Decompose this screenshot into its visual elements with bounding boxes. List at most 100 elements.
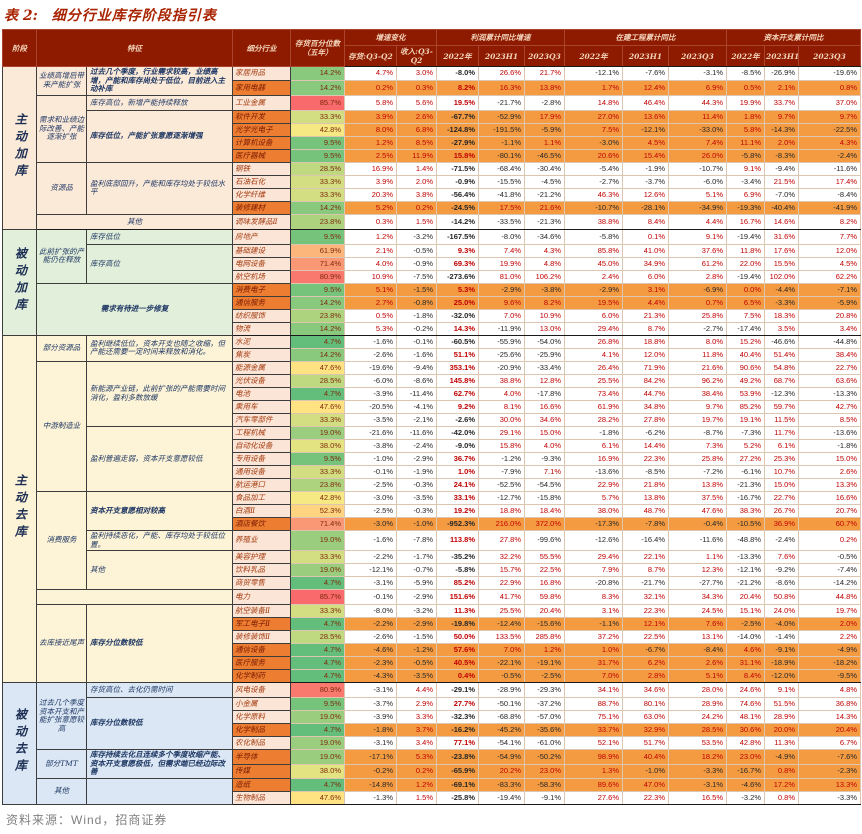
value-cell: 62.7% [436, 386, 479, 401]
value-cell: 88.7% [564, 697, 623, 712]
value-cell: -2.2% [344, 550, 397, 565]
industry-cell: 医疗器械 [232, 148, 291, 163]
value-cell: -16.2% [436, 723, 479, 738]
value-cell: 29.1% [478, 425, 525, 440]
value-cell: 12.8% [524, 373, 565, 388]
percentile-cell: 4.7% [290, 643, 345, 658]
value-cell: -4.9% [798, 643, 861, 658]
feature-group-cell: 需求和业绩边际改善、产能逐渐扩张 [36, 94, 87, 163]
value-cell: -6.1% [726, 464, 765, 479]
value-cell: -0.7% [396, 563, 437, 578]
value-cell: -28.9% [478, 682, 525, 699]
value-cell: 75.1% [564, 710, 623, 725]
percentile-cell: 85.7% [290, 589, 345, 606]
percentile-cell: 4.7% [290, 656, 345, 671]
table-row: 化学原料 19.0% -3.9% 3.3% -32.3% -68.8% -57.0% 75.1… [3, 710, 861, 725]
value-cell: -6.2% [622, 425, 669, 440]
value-cell: 9.3% [436, 243, 479, 258]
table-row: 主动去库 部分资源品 盈利继续低位，资本开支也随之收缩，但产能还需要一定时间来释放和… [2, 334, 861, 684]
value-cell: 20.4% [524, 604, 565, 619]
industry-cell: 医疗服务 [232, 656, 291, 671]
value-cell: -2.7% [668, 321, 727, 336]
value-cell: -2.9% [396, 589, 437, 606]
value-cell: -3.1% [668, 65, 727, 82]
header-stage: 阶段 [2, 29, 37, 67]
value-cell: 34.6% [524, 412, 565, 427]
value-cell: 34.8% [622, 399, 669, 414]
value-cell: 28.5% [668, 723, 727, 738]
table-row: 装修装饰Ⅱ 28.5% -2.6% -1.5% 50.0% 133.5% 285.8% 37.… [3, 630, 861, 645]
value-cell: -46.6% [764, 334, 799, 349]
value-cell: 5.6% [396, 94, 437, 111]
value-cell: 19.9% [726, 94, 765, 111]
value-cell: -3.9% [344, 710, 397, 725]
value-cell: 13.1% [668, 630, 727, 645]
value-cell: 46.3% [564, 187, 623, 202]
value-cell: -3.0% [344, 516, 397, 531]
value-cell: -34.9% [668, 200, 727, 215]
value-cell: 31.7% [564, 656, 623, 671]
value-cell: 37.2% [564, 630, 623, 645]
value-cell: 59.7% [764, 399, 799, 414]
value-cell: -45.2% [478, 723, 525, 738]
value-cell: -4.9% [764, 749, 799, 765]
value-cell: -1.6% [396, 347, 437, 362]
value-cell: 22.7% [764, 490, 799, 505]
table-row: 白酒Ⅱ 52.3% -2.5% -0.3% 19.2% 18.8% 18.4% 38.0% 48… [3, 503, 861, 518]
value-cell: -19.4% [726, 269, 765, 284]
value-cell: 24.6% [726, 682, 765, 699]
value-cell: 133.5% [478, 630, 525, 645]
value-cell: 9.1% [726, 161, 765, 176]
value-cell: -15.6% [524, 617, 565, 632]
value-cell: -1.8% [564, 425, 623, 440]
value-cell: -25.6% [478, 347, 525, 362]
value-cell: 3.1% [564, 604, 623, 619]
stage-cell: 主动去库 [2, 334, 37, 684]
feature-merged-cell: 其他 [36, 213, 233, 230]
industry-cell: 消费电子 [232, 282, 291, 297]
industry-cell: 汽车零部件 [232, 412, 291, 427]
value-cell: 77.1% [436, 736, 479, 751]
feature-desc-cell: 库存分位数较低 [86, 604, 233, 684]
percentile-cell: 47.6% [290, 360, 345, 375]
value-cell: -44.8% [798, 334, 861, 349]
value-cell: 372.0% [524, 516, 565, 531]
value-cell: -71.5% [436, 161, 479, 176]
value-cell: 30.6% [726, 723, 765, 738]
table-row: 去库接近尾声 库存分位数较低 航空装备Ⅱ 33.3% -8.0% -3.2% 11.3% 25… [3, 604, 861, 684]
value-cell: 27.8% [478, 529, 525, 552]
header-profit-2023h1: 2023H1 [478, 45, 525, 67]
value-cell: 33.1% [436, 490, 479, 505]
value-cell: -8.4% [798, 187, 861, 202]
value-cell: -2.8% [524, 94, 565, 111]
feature-merged-cell [36, 589, 233, 606]
value-cell: -23.8% [436, 749, 479, 765]
value-cell: -17.4% [726, 321, 765, 336]
value-cell: 5.8% [344, 94, 397, 111]
value-cell: -57.0% [524, 710, 565, 725]
feature-desc-cell: 存货高位、去化仍需时间 [86, 682, 233, 699]
value-cell: -8.0% [478, 228, 525, 245]
value-cell: -0.8% [396, 295, 437, 310]
value-cell: 28.0% [668, 682, 727, 699]
value-cell: -7.0% [764, 187, 799, 202]
table-row: 库存高位 基础建设 61.9% 2.1% -0.5% 9.3% 7.4% 4.3% 85.8% 4… [3, 243, 861, 284]
value-cell: 13.8% [622, 490, 669, 505]
value-cell: 19.1% [726, 412, 765, 427]
value-cell: 38.0% [564, 503, 623, 518]
value-cell: 8.0% [668, 334, 727, 349]
value-cell: -12.1% [564, 65, 623, 82]
value-cell: 16.3% [478, 80, 525, 96]
industry-cell: 电力 [232, 589, 291, 606]
percentile-cell: 80.9% [290, 682, 345, 699]
value-cell: 2.2% [798, 630, 861, 645]
table-row: 需求和业绩边际改善、产能逐渐扩张 库存高位，新增产能持续释放 工业金属 85.7% 5.… [3, 94, 861, 163]
header-capex-2023h1: 2023H1 [764, 45, 799, 67]
value-cell: -24.5% [436, 200, 479, 215]
value-cell: 31.1% [726, 656, 765, 671]
value-cell: 6.0% [564, 308, 623, 323]
value-cell: 2.8% [622, 669, 669, 684]
industry-cell: 装修装饰Ⅱ [232, 630, 291, 645]
value-cell: 3.4% [396, 736, 437, 751]
value-cell: 38.3% [726, 503, 765, 518]
